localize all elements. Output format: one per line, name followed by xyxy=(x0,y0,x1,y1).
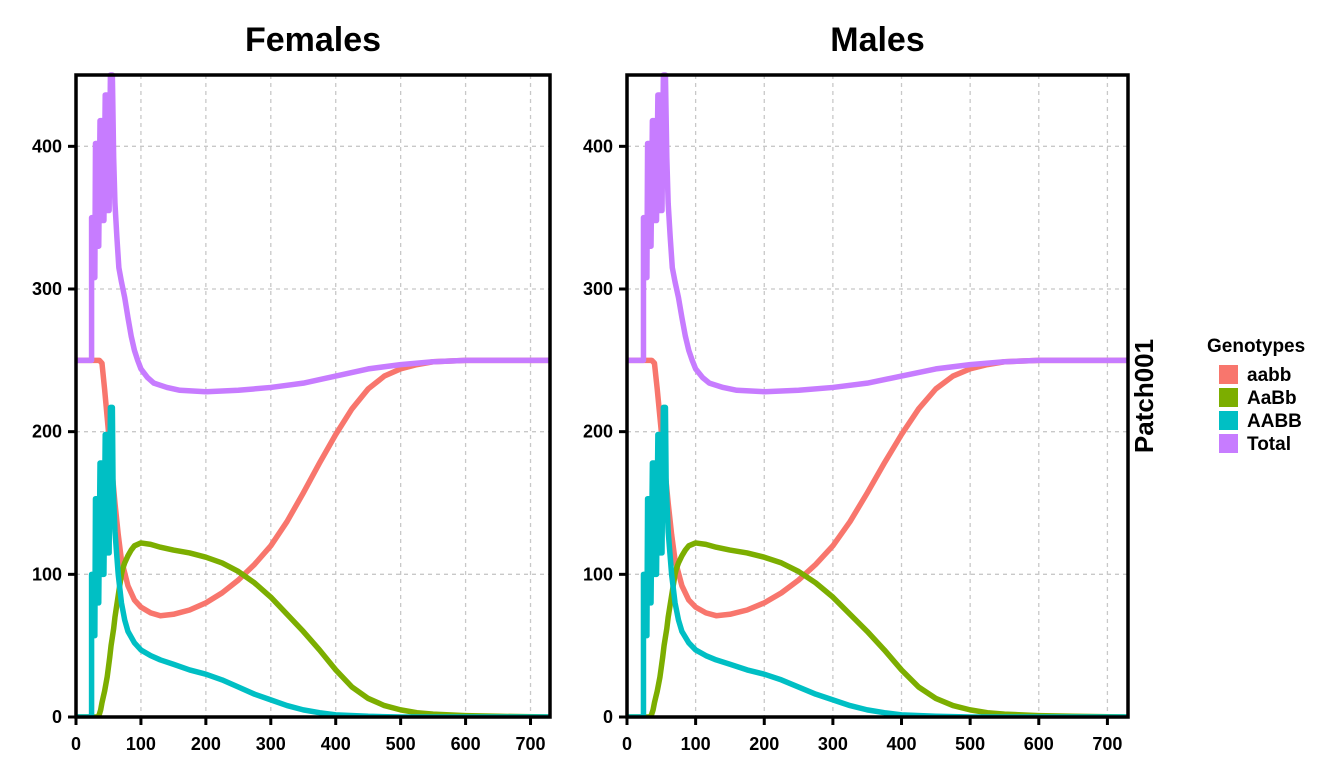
series-line-aabb xyxy=(627,540,1128,717)
x-tick-label: 700 xyxy=(515,734,545,754)
panels-layer: 0 100 200 300 400 500 600 700 0 100 200 300 400 Femal… xyxy=(32,21,1159,754)
legend-label: aabb xyxy=(1247,365,1291,386)
panel-females: 0 100 200 300 400 500 600 700 0 100 200 300 400 Femal… xyxy=(32,21,552,754)
legend-label: Total xyxy=(1247,434,1291,455)
x-tick-label: 0 xyxy=(622,734,632,754)
y-tick-label: 200 xyxy=(32,422,62,442)
y-tick-label: 0 xyxy=(52,707,62,727)
y-tick-label: 300 xyxy=(32,279,62,299)
y-tick-label: 200 xyxy=(583,422,613,442)
panel-males: 0 100 200 300 400 500 600 700 0 100 200 300 400 Males… xyxy=(583,21,1159,754)
series-line-aabb xyxy=(627,357,1128,619)
x-tick-label: 100 xyxy=(126,734,156,754)
legend-label: AaBb xyxy=(1247,388,1297,409)
x-tick-label: 600 xyxy=(1024,734,1054,754)
x-tick-label: 200 xyxy=(191,734,221,754)
x-tick-label: 300 xyxy=(256,734,286,754)
x-tick-label: 600 xyxy=(451,734,481,754)
series-line-total xyxy=(76,72,550,395)
y-tick-label: 100 xyxy=(32,564,62,584)
y-tick-label: 400 xyxy=(583,136,613,156)
legend-key-aabb xyxy=(1219,411,1238,430)
series-line-aabb xyxy=(76,540,550,717)
plot-frame xyxy=(625,73,1130,719)
series-group xyxy=(627,72,1128,717)
series-line-aabb xyxy=(76,357,550,619)
x-tick-label: 300 xyxy=(818,734,848,754)
panel-title: Females xyxy=(245,21,381,59)
y-tick-label: 300 xyxy=(583,279,613,299)
x-tick-label: 400 xyxy=(321,734,351,754)
series-group xyxy=(76,72,550,717)
panel-title: Males xyxy=(830,21,925,59)
x-tick-label: 0 xyxy=(71,734,81,754)
x-tick-label: 100 xyxy=(681,734,711,754)
x-tick-label: 400 xyxy=(886,734,916,754)
legend-label: AABB xyxy=(1247,411,1302,432)
series-line-total xyxy=(627,72,1128,395)
legend-key-aabb xyxy=(1219,365,1238,384)
legend-key-total xyxy=(1219,434,1238,453)
y-tick-label: 0 xyxy=(603,707,613,727)
y-tick-label: 400 xyxy=(32,136,62,156)
legend-key-aabb xyxy=(1219,388,1238,407)
series-line-aabb xyxy=(76,404,550,717)
legend-title: Genotypes xyxy=(1207,336,1305,357)
x-tick-label: 200 xyxy=(749,734,779,754)
x-tick-label: 500 xyxy=(386,734,416,754)
facet-strip-label: Patch001 xyxy=(1129,339,1159,453)
x-tick-label: 500 xyxy=(955,734,985,754)
plot-frame xyxy=(74,73,552,719)
x-tick-label: 700 xyxy=(1092,734,1122,754)
series-line-aabb xyxy=(627,404,1128,717)
y-tick-label: 100 xyxy=(583,564,613,584)
